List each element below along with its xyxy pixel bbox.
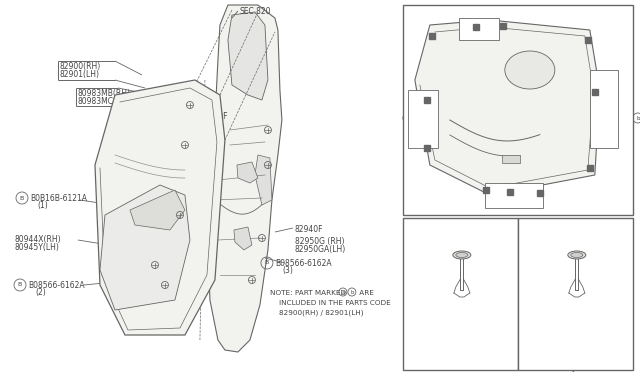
Text: 80945Y(LH): 80945Y(LH) xyxy=(15,243,60,252)
Text: a: a xyxy=(341,289,344,295)
Text: B: B xyxy=(265,260,269,266)
Text: B08566-6162A: B08566-6162A xyxy=(275,259,332,268)
Ellipse shape xyxy=(571,253,583,257)
Bar xyxy=(424,97,430,103)
Text: NOTE: PART MARKED: NOTE: PART MARKED xyxy=(270,290,346,296)
Bar xyxy=(424,145,430,151)
Bar xyxy=(473,24,479,30)
Text: (3): (3) xyxy=(282,266,292,275)
Text: 82900FA: 82900FA xyxy=(559,305,595,314)
Bar xyxy=(500,23,506,29)
Bar xyxy=(403,218,518,370)
Ellipse shape xyxy=(456,253,468,257)
Text: b: b xyxy=(539,205,543,211)
Text: B0B16B-6121A: B0B16B-6121A xyxy=(30,194,87,203)
Bar xyxy=(502,155,520,163)
Text: INCLUDED IN THE PARTS CODE: INCLUDED IN THE PARTS CODE xyxy=(270,300,390,306)
Text: b: b xyxy=(350,289,353,295)
Polygon shape xyxy=(208,5,282,352)
Polygon shape xyxy=(415,20,600,195)
Bar xyxy=(485,183,543,208)
Polygon shape xyxy=(228,12,268,100)
Text: (2): (2) xyxy=(35,288,45,297)
Bar xyxy=(585,37,591,43)
Text: FRONT: FRONT xyxy=(413,200,445,209)
Text: SEC.820: SEC.820 xyxy=(240,7,271,16)
Polygon shape xyxy=(95,80,225,335)
Polygon shape xyxy=(255,155,272,205)
Bar xyxy=(429,33,435,39)
Ellipse shape xyxy=(568,251,586,259)
Polygon shape xyxy=(234,227,252,250)
Bar xyxy=(587,165,593,171)
Text: 80983MB(RH): 80983MB(RH) xyxy=(78,89,131,98)
Text: a: a xyxy=(478,12,481,16)
Ellipse shape xyxy=(453,251,471,259)
Bar xyxy=(592,89,598,95)
Text: J82800CA: J82800CA xyxy=(573,363,609,372)
Text: 80983MC(LH): 80983MC(LH) xyxy=(78,97,130,106)
Ellipse shape xyxy=(505,51,555,89)
Bar xyxy=(590,70,618,148)
Text: 80944X(RH): 80944X(RH) xyxy=(15,235,61,244)
Bar xyxy=(518,218,633,370)
Polygon shape xyxy=(130,190,185,230)
Polygon shape xyxy=(100,185,190,310)
Bar xyxy=(537,190,543,196)
Text: 82950G (RH): 82950G (RH) xyxy=(295,237,344,246)
Text: 82940F: 82940F xyxy=(295,225,323,234)
Text: a: a xyxy=(410,225,413,231)
Text: b: b xyxy=(406,115,410,121)
Bar xyxy=(483,187,489,193)
Text: B08566-6162A: B08566-6162A xyxy=(28,281,84,290)
Text: 82900F: 82900F xyxy=(446,305,477,314)
Text: c: c xyxy=(525,225,529,231)
Text: 82940F: 82940F xyxy=(200,112,228,121)
Text: 82900(RH): 82900(RH) xyxy=(60,62,101,71)
Bar xyxy=(459,18,499,40)
Bar xyxy=(507,189,513,195)
Text: 82950GA(LH): 82950GA(LH) xyxy=(295,245,346,254)
Text: ARE: ARE xyxy=(357,290,374,296)
Text: 82901(LH): 82901(LH) xyxy=(60,70,100,79)
Polygon shape xyxy=(237,162,258,183)
Text: B: B xyxy=(20,196,24,201)
Text: b: b xyxy=(636,115,639,121)
Bar xyxy=(403,5,633,215)
Text: 82900(RH) / 82901(LH): 82900(RH) / 82901(LH) xyxy=(270,309,364,315)
Bar xyxy=(408,90,438,148)
Text: B: B xyxy=(18,282,22,288)
Text: (1): (1) xyxy=(37,201,48,210)
